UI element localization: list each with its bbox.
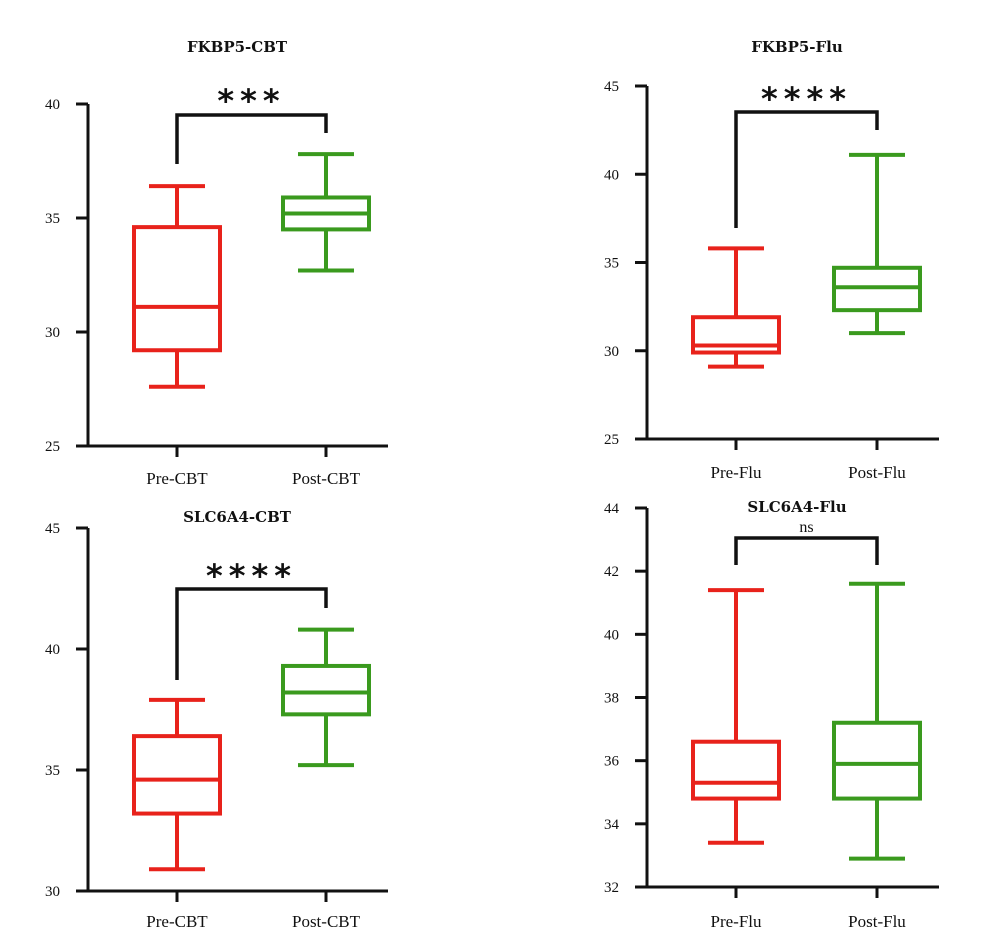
y-tick-label: 42 [604,564,619,580]
y-tick-label: 40 [45,97,60,113]
x-tick-label: Pre-Flu [711,463,763,482]
x-tick-label: Post-CBT [292,469,361,488]
box-iqr [132,734,222,816]
significance-label: **** [761,80,852,118]
y-tick-label: 40 [604,167,619,183]
chart-title: SLC6A4-CBT [183,508,292,526]
chart-title: FKBP5-Flu [751,38,843,56]
x-tick-label: Pre-CBT [146,469,208,488]
y-tick-label: 35 [45,211,60,227]
y-tick-label: 45 [45,521,60,537]
chart-title: SLC6A4-Flu [747,498,846,516]
y-tick-label: 40 [45,642,60,658]
box-iqr [691,739,781,801]
x-tick-label: Pre-Flu [711,912,763,931]
y-tick-label: 36 [604,754,620,770]
y-tick-label: 25 [604,432,619,448]
y-tick-label: 34 [604,817,620,833]
box-iqr [832,720,922,801]
significance-label: *** [217,82,285,120]
significance-label: ns [799,519,813,536]
y-tick-label: 32 [604,880,619,896]
y-tick-label: 30 [45,325,60,341]
y-tick-label: 44 [604,501,620,517]
y-tick-label: 35 [45,763,60,779]
y-tick-label: 45 [604,79,619,95]
significance-bracket [734,110,879,228]
significance-label: **** [206,557,297,595]
x-tick-label: Post-Flu [848,463,906,482]
box-iqr [281,663,371,717]
y-tick-label: 30 [45,884,60,900]
significance-bracket [175,587,328,680]
y-tick-label: 35 [604,256,619,272]
significance-bracket [175,113,328,164]
x-tick-label: Post-Flu [848,912,906,931]
significance-bracket [734,536,879,565]
chart-title: FKBP5-CBT [187,38,288,56]
y-tick-label: 25 [45,439,60,455]
y-tick-label: 40 [604,627,619,643]
box-iqr [132,225,222,353]
x-tick-label: Pre-CBT [146,912,208,931]
y-tick-label: 30 [604,344,619,360]
y-tick-label: 38 [604,691,619,707]
x-tick-label: Post-CBT [292,912,361,931]
